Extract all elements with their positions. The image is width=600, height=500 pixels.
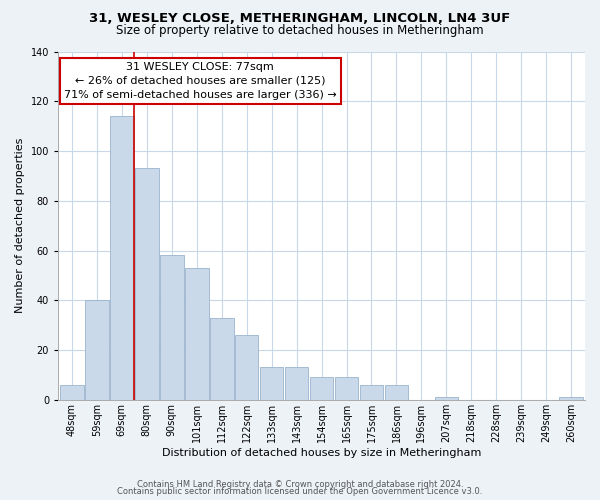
Bar xyxy=(135,168,158,400)
Text: Contains HM Land Registry data © Crown copyright and database right 2024.: Contains HM Land Registry data © Crown c… xyxy=(137,480,463,489)
Bar xyxy=(110,116,134,400)
Bar xyxy=(434,398,458,400)
Y-axis label: Number of detached properties: Number of detached properties xyxy=(15,138,25,314)
Bar xyxy=(285,368,308,400)
Bar xyxy=(385,385,409,400)
Bar xyxy=(310,378,334,400)
Text: 31 WESLEY CLOSE: 77sqm
← 26% of detached houses are smaller (125)
71% of semi-de: 31 WESLEY CLOSE: 77sqm ← 26% of detached… xyxy=(64,62,337,100)
Bar xyxy=(210,318,233,400)
X-axis label: Distribution of detached houses by size in Metheringham: Distribution of detached houses by size … xyxy=(162,448,481,458)
Bar xyxy=(559,398,583,400)
Bar xyxy=(85,300,109,400)
Bar xyxy=(160,256,184,400)
Text: Contains public sector information licensed under the Open Government Licence v3: Contains public sector information licen… xyxy=(118,488,482,496)
Bar xyxy=(335,378,358,400)
Bar xyxy=(60,385,83,400)
Bar xyxy=(260,368,283,400)
Text: 31, WESLEY CLOSE, METHERINGHAM, LINCOLN, LN4 3UF: 31, WESLEY CLOSE, METHERINGHAM, LINCOLN,… xyxy=(89,12,511,26)
Bar xyxy=(235,335,259,400)
Bar xyxy=(359,385,383,400)
Bar xyxy=(185,268,209,400)
Text: Size of property relative to detached houses in Metheringham: Size of property relative to detached ho… xyxy=(116,24,484,37)
